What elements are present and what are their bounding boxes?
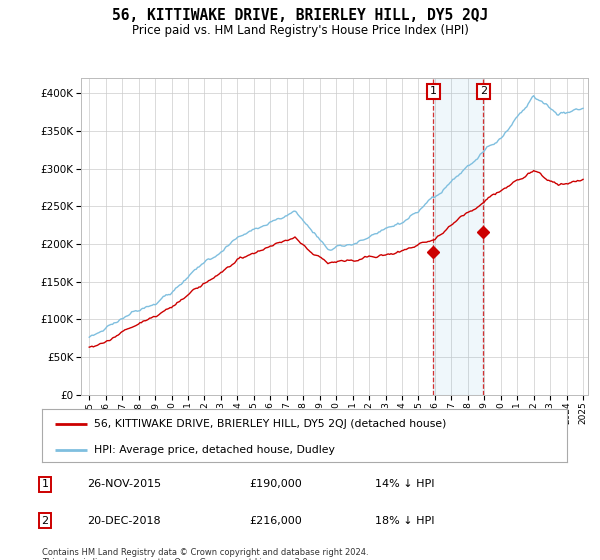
Text: 56, KITTIWAKE DRIVE, BRIERLEY HILL, DY5 2QJ: 56, KITTIWAKE DRIVE, BRIERLEY HILL, DY5 … — [112, 8, 488, 24]
Text: 1: 1 — [430, 86, 437, 96]
Text: HPI: Average price, detached house, Dudley: HPI: Average price, detached house, Dudl… — [95, 445, 335, 455]
Text: 18% ↓ HPI: 18% ↓ HPI — [375, 516, 434, 526]
Bar — [433, 78, 484, 395]
Text: 1: 1 — [41, 479, 49, 489]
Text: £216,000: £216,000 — [249, 516, 302, 526]
Text: 2: 2 — [41, 516, 49, 526]
Text: Price paid vs. HM Land Registry's House Price Index (HPI): Price paid vs. HM Land Registry's House … — [131, 24, 469, 36]
Text: 56, KITTIWAKE DRIVE, BRIERLEY HILL, DY5 2QJ (detached house): 56, KITTIWAKE DRIVE, BRIERLEY HILL, DY5 … — [95, 419, 447, 429]
Text: 20-DEC-2018: 20-DEC-2018 — [87, 516, 161, 526]
Text: 2: 2 — [480, 86, 487, 96]
Text: £190,000: £190,000 — [249, 479, 302, 489]
Text: Contains HM Land Registry data © Crown copyright and database right 2024.
This d: Contains HM Land Registry data © Crown c… — [42, 548, 368, 560]
Text: 14% ↓ HPI: 14% ↓ HPI — [375, 479, 434, 489]
Text: 26-NOV-2015: 26-NOV-2015 — [87, 479, 161, 489]
